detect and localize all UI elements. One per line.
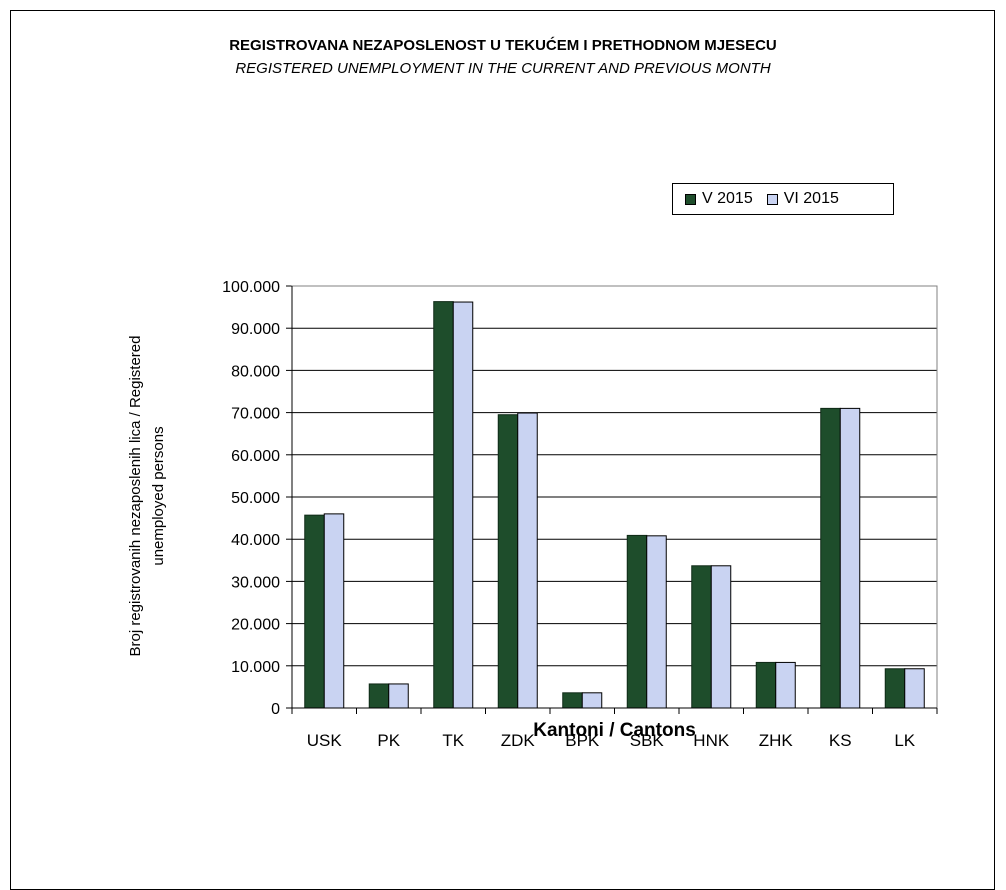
x-tick-label: BPK [565, 731, 600, 750]
legend-item-series-2: VI 2015 [766, 190, 839, 208]
bar-ks-series-2 [839, 407, 861, 709]
bar-zdk-series-1 [497, 414, 519, 709]
legend-swatch-series-1 [685, 193, 696, 205]
x-tick-label: ZHK [759, 731, 794, 750]
bar-lk-series-1 [884, 668, 906, 709]
bar-pk-series-2 [388, 683, 409, 709]
x-axis-label: Kantoni / Cantons [533, 720, 696, 741]
bar-lk-series-2 [904, 668, 925, 709]
y-tick-label: 100.000 [222, 279, 280, 296]
bar-sbk-series-2 [646, 535, 667, 709]
bar-pk-series-1 [368, 683, 390, 709]
axes [286, 285, 938, 714]
x-tick-label: SBK [630, 731, 665, 750]
chart-title: REGISTROVANA NEZAPOSLENOST U TEKUĆEM I P… [229, 37, 777, 54]
bar-tk-series-2 [452, 301, 474, 709]
chart-subtitle: REGISTERED UNEMPLOYMENT IN THE CURRENT A… [235, 60, 771, 77]
bars [304, 301, 925, 709]
chart-legend: V 2015 VI 2015 [672, 183, 894, 215]
y-tick-label: 20.000 [231, 617, 280, 634]
bar-hnk-series-1 [691, 565, 712, 709]
y-tick-label: 30.000 [231, 574, 280, 591]
bar-zhk-series-2 [775, 661, 796, 709]
bar-tk-series-1 [433, 301, 454, 709]
x-tick-label: TK [442, 731, 464, 750]
y-tick-label: 70.000 [231, 406, 280, 423]
x-tick-label: LK [894, 731, 915, 750]
x-tick-label: PK [377, 731, 400, 750]
y-tick-label: 60.000 [231, 448, 280, 465]
y-tick-label: 90.000 [231, 321, 280, 338]
y-tick-label: 10.000 [231, 659, 280, 676]
tick-labels: 0 10.000 20.000 30.000 40.000 50.000 60.000 70.… [222, 279, 916, 750]
y-tick-label: 50.000 [231, 490, 280, 507]
bar-ks-series-1 [820, 407, 841, 709]
legend-label-series-1: V 2015 [702, 190, 753, 207]
x-tick-label: HNK [693, 731, 730, 750]
bar-zdk-series-2 [517, 412, 538, 709]
bar-zhk-series-1 [755, 661, 777, 709]
x-tick-label: ZDK [501, 731, 536, 750]
legend-label-series-2: VI 2015 [783, 190, 839, 207]
y-tick-label: 80.000 [231, 363, 280, 380]
x-tick-label: USK [307, 731, 343, 750]
legend-swatch-series-2 [766, 193, 778, 205]
bar-hnk-series-2 [710, 565, 732, 709]
bar-bpk-series-1 [562, 692, 583, 709]
legend-item-series-1: V 2015 [685, 190, 753, 208]
x-tick-label: KS [829, 731, 852, 750]
bar-sbk-series-1 [626, 534, 648, 709]
bar-usk-series-2 [323, 513, 345, 709]
y-tick-label: 0 [271, 701, 280, 718]
bar-usk-series-1 [304, 514, 325, 709]
y-tick-label: 40.000 [231, 532, 280, 549]
bar-bpk-series-2 [581, 692, 603, 709]
